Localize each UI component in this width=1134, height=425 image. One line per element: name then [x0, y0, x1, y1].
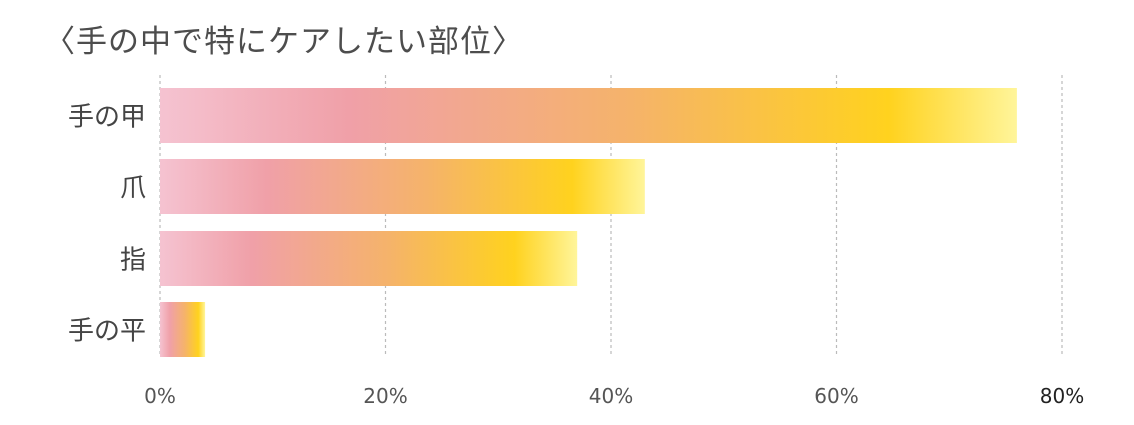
x-tick-label: 80% — [1040, 384, 1084, 408]
bar-4 — [160, 302, 206, 357]
category-label: 手の甲 — [68, 103, 146, 133]
chart-title: 〈手の中で特にケアしたい部位〉 — [44, 24, 524, 60]
category-label: 指 — [120, 246, 146, 276]
x-tick-label: 60% — [814, 384, 858, 408]
x-tick-label: 20% — [363, 384, 407, 408]
category-label: 手の平 — [68, 317, 146, 347]
bar-2 — [160, 159, 645, 214]
bar-3 — [160, 231, 578, 286]
category-label: 爪 — [120, 174, 146, 204]
bar-1 — [160, 88, 1017, 143]
x-tick-label: 0% — [144, 384, 176, 408]
x-tick-label: 40% — [589, 384, 633, 408]
